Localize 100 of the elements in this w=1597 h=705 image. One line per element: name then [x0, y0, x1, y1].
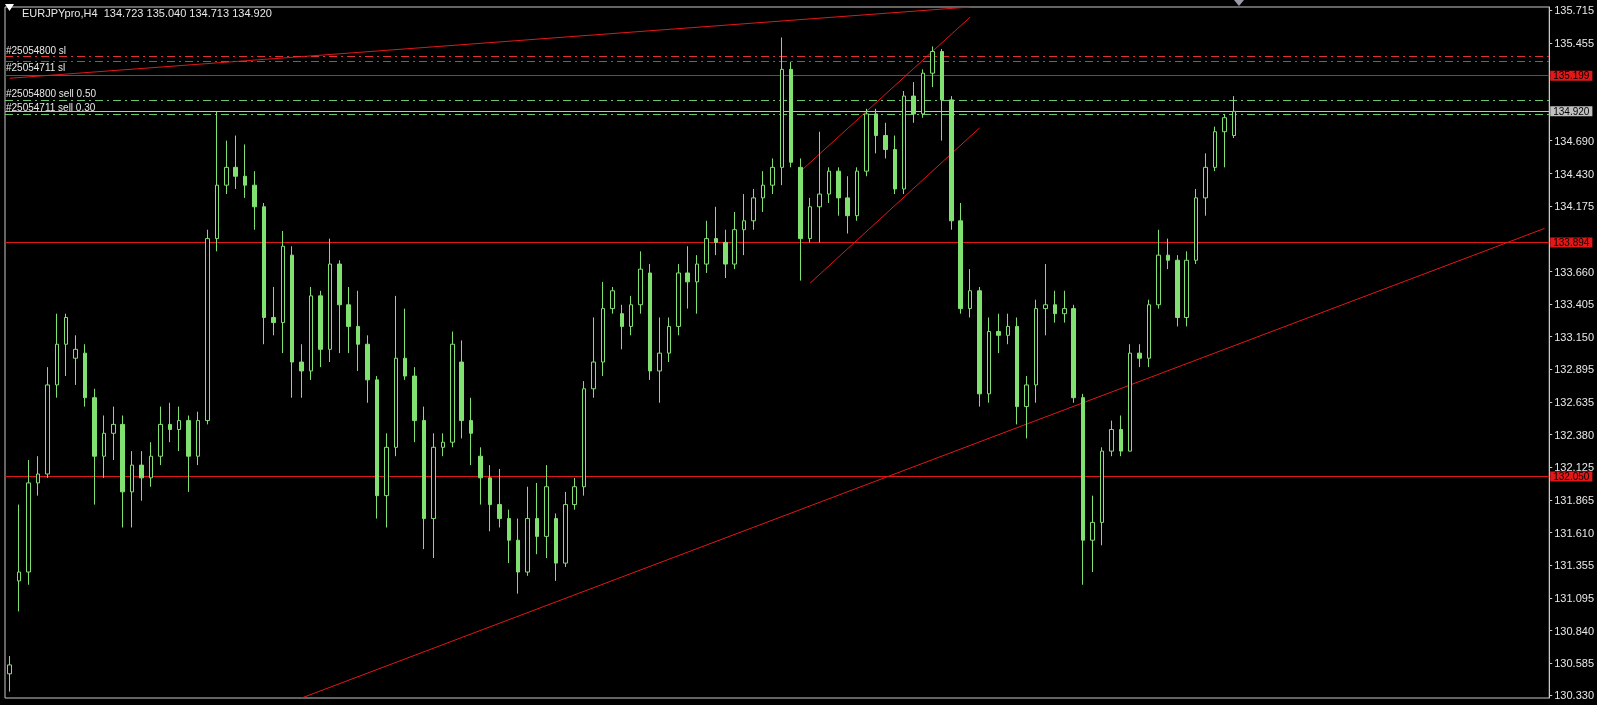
candlestick — [977, 286, 982, 408]
candlestick — [1156, 229, 1161, 310]
y-tick-label: 135.455 — [1554, 37, 1594, 50]
chart-title: EURJPYpro,H4 134.723 135.040 134.713 134.920 — [22, 6, 272, 19]
candlestick — [469, 397, 473, 466]
candlestick — [572, 477, 577, 511]
candlestick — [742, 193, 746, 256]
candlestick — [1203, 152, 1208, 217]
candlestick — [789, 61, 793, 168]
candlestick — [629, 295, 633, 336]
candlestick — [1053, 290, 1057, 324]
candlestick — [450, 331, 455, 448]
candlestick — [827, 166, 831, 204]
candlestick — [1128, 343, 1132, 452]
candlestick — [667, 317, 671, 363]
candlestick — [328, 238, 332, 363]
candlestick — [224, 140, 229, 195]
ref-line-label: #25054711 sl — [6, 62, 66, 74]
candlestick — [1015, 317, 1019, 425]
candlestick — [1119, 414, 1123, 457]
candlestick — [1081, 393, 1085, 586]
candlestick — [1100, 446, 1104, 546]
candlestick — [1194, 188, 1198, 265]
candlestick — [1090, 495, 1095, 573]
candlestick — [252, 170, 257, 231]
candlestick — [431, 432, 436, 559]
candlestick — [262, 202, 266, 345]
candlestick — [102, 414, 106, 479]
candlestick — [55, 313, 59, 399]
candlestick — [394, 295, 398, 457]
candlestick — [1024, 375, 1029, 439]
candlestick — [1043, 263, 1048, 336]
candlestick — [412, 366, 417, 443]
candlestick — [92, 388, 97, 506]
ref-line-label: 132.050 — [1553, 471, 1590, 483]
candlestick — [422, 406, 426, 550]
y-tick-label: 132.635 — [1554, 396, 1594, 409]
candlestick — [620, 304, 624, 350]
candlestick — [648, 263, 652, 381]
y-tick-label: 131.865 — [1554, 494, 1594, 507]
candlestick — [930, 45, 935, 88]
candlestick — [987, 317, 991, 404]
candlestick — [441, 432, 445, 457]
candlestick — [497, 468, 502, 528]
candlestick — [855, 166, 859, 222]
candlestick — [836, 166, 841, 217]
candlestick — [271, 286, 276, 336]
candlestick — [516, 518, 520, 595]
candlestick — [281, 230, 285, 354]
candlestick — [996, 313, 1001, 354]
y-tick-label: 130.330 — [1554, 689, 1594, 702]
candlestick — [780, 37, 784, 186]
candlestick — [676, 263, 681, 336]
candlestick — [921, 68, 925, 119]
ref-line-label: 135.199 — [1553, 70, 1590, 82]
candlestick — [902, 90, 906, 195]
candlestick — [299, 343, 304, 399]
candlestick — [1147, 299, 1151, 368]
candlestick — [205, 229, 210, 425]
candlestick — [149, 441, 153, 488]
candlestick — [1184, 250, 1189, 327]
candlestick — [1232, 95, 1236, 139]
candlestick — [798, 157, 803, 282]
candlestick — [309, 286, 313, 381]
ref-line-label: 133.894 — [1553, 236, 1590, 248]
candlestick — [657, 317, 662, 404]
candlestick — [1006, 313, 1010, 345]
candlestick — [845, 175, 850, 235]
candlestick — [554, 512, 558, 582]
candlestick — [1034, 299, 1038, 404]
candlestick — [864, 108, 869, 177]
candlestick — [1109, 420, 1114, 457]
candlestick — [1166, 238, 1170, 270]
candlestick — [488, 464, 492, 532]
ref-line-label: 134.920 — [1553, 105, 1590, 117]
candlestick — [83, 343, 87, 408]
candlestick — [1137, 343, 1142, 368]
y-tick-label: 131.355 — [1554, 559, 1594, 572]
y-tick-label: 133.150 — [1554, 330, 1594, 343]
candlestick — [158, 406, 163, 466]
candlestick — [817, 131, 822, 243]
y-tick-label: 130.840 — [1554, 624, 1594, 637]
candlestick — [177, 406, 181, 452]
candlestick — [478, 446, 483, 506]
candlestick — [770, 157, 775, 195]
candlestick — [1222, 113, 1227, 168]
candlestick — [318, 290, 323, 368]
candlestick — [130, 450, 134, 528]
candlestick — [591, 317, 596, 399]
candlestick — [535, 482, 539, 555]
candlestick — [968, 268, 972, 318]
candlestick — [723, 229, 728, 279]
candlestick — [949, 95, 954, 231]
y-tick-label: 132.125 — [1554, 461, 1594, 474]
candlestick — [704, 220, 709, 274]
ref-line-label: #25054800 sell 0.50 — [6, 88, 97, 100]
candlestick — [893, 135, 897, 195]
candlestick — [874, 108, 878, 154]
candlestick — [714, 206, 718, 256]
y-tick-label: 132.895 — [1554, 363, 1594, 376]
